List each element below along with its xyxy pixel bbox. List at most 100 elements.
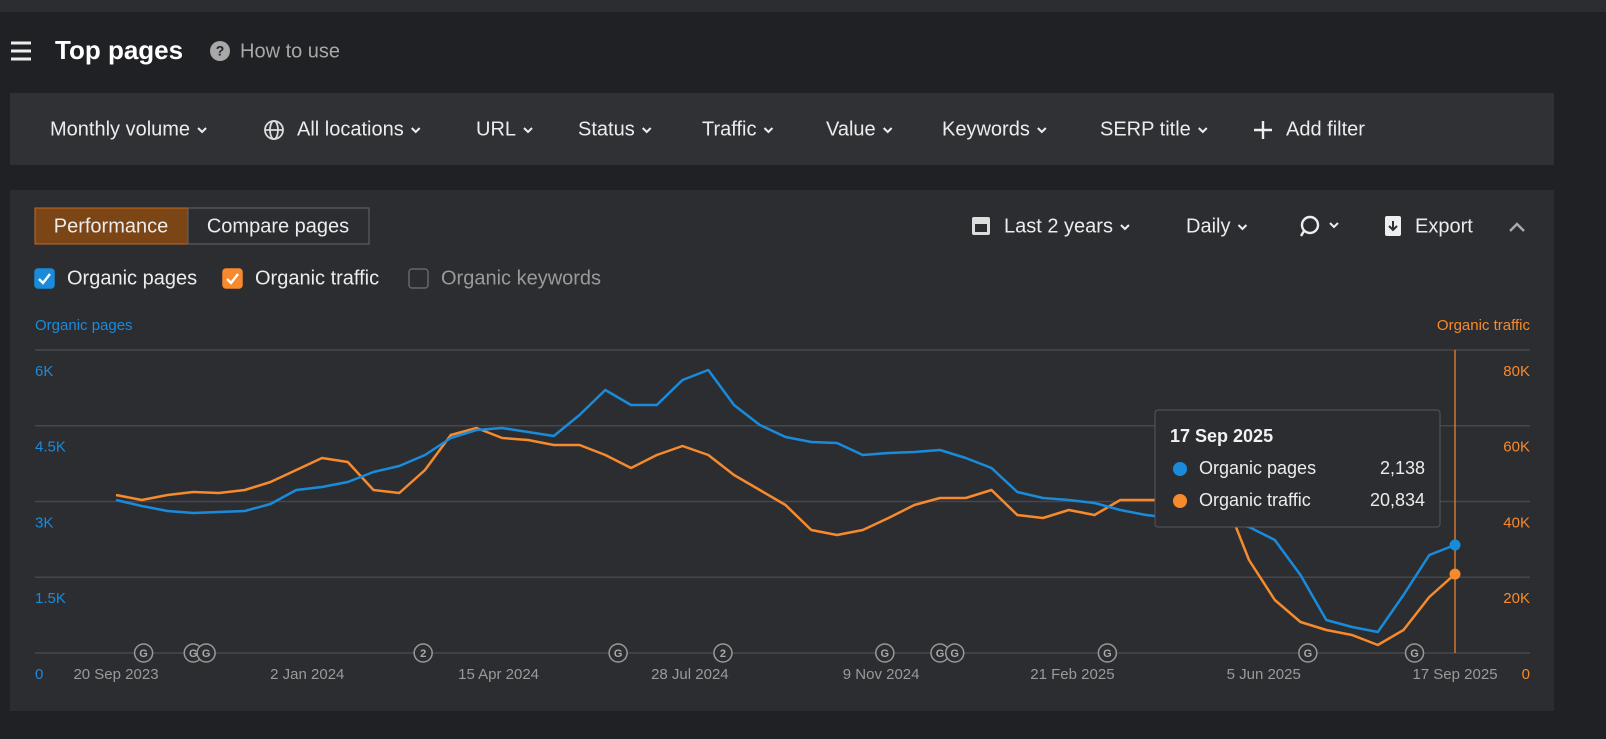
export-button[interactable]: Export	[1415, 215, 1473, 237]
filter[interactable]: Status	[578, 118, 635, 140]
annotation-label: G	[614, 648, 623, 660]
annotation-marker[interactable]	[1298, 643, 1318, 663]
chevron	[882, 127, 893, 134]
chevron	[1198, 127, 1208, 134]
top-strip	[0, 0, 1606, 12]
globe-icon	[264, 120, 284, 140]
chevron	[1120, 224, 1130, 231]
x-tick-label: 9 Nov 2024	[843, 666, 920, 683]
chevron	[641, 127, 652, 134]
y-tick-label: 0	[35, 666, 43, 683]
interval-select[interactable]: Daily	[1186, 215, 1230, 237]
y2-axis-title: Organic traffic	[1437, 317, 1531, 334]
tooltip-value: 20,834	[1370, 490, 1425, 510]
annotation-marker[interactable]	[1404, 643, 1425, 663]
chevron	[763, 127, 774, 134]
tab[interactable]	[187, 207, 370, 245]
annotation-marker[interactable]	[133, 643, 154, 663]
annotation-marker[interactable]	[1097, 643, 1118, 663]
help-link[interactable]: How to use	[240, 40, 340, 62]
plus-icon	[1254, 121, 1272, 139]
page-title: Top pages	[55, 35, 183, 65]
annotation-label: G	[936, 648, 945, 660]
tooltip-name: Organic pages	[1199, 458, 1316, 478]
annotation-marker[interactable]	[944, 643, 965, 663]
x-tick-label: 17 Sep 2025	[1412, 666, 1497, 683]
filter[interactable]: URL	[476, 118, 516, 140]
y-tick-label: 1.5K	[35, 590, 66, 607]
tooltip	[1154, 409, 1441, 528]
export-icon	[1385, 216, 1401, 236]
annotation-marker[interactable]	[713, 643, 733, 663]
collapse-icon[interactable]	[1509, 222, 1525, 232]
y2-tick-label: 60K	[1503, 439, 1530, 456]
chevron	[197, 127, 207, 134]
x-tick-label: 15 Apr 2024	[458, 666, 539, 683]
calendar-icon	[972, 217, 990, 235]
x-tick-label: 20 Sep 2023	[73, 666, 158, 683]
range-select[interactable]: Last 2 years	[1004, 215, 1113, 237]
y2-tick-label: 20K	[1503, 590, 1530, 607]
chevron	[411, 127, 421, 134]
filter[interactable]: SERP title	[1100, 118, 1191, 140]
comment-icon[interactable]	[1299, 215, 1320, 237]
filter[interactable]: Value	[826, 118, 876, 140]
tooltip-name: Organic traffic	[1199, 490, 1311, 510]
filter[interactable]: All locations	[297, 118, 404, 140]
y2-tick-label: 80K	[1503, 363, 1530, 380]
annotation-label: G	[139, 648, 148, 660]
annotation-label: 2	[420, 648, 426, 660]
add-filter[interactable]: Add filter	[1286, 118, 1365, 140]
annotation-marker[interactable]	[608, 643, 628, 663]
annotation-label: G	[1103, 648, 1112, 660]
annotation-marker[interactable]	[875, 643, 895, 663]
annotation-marker[interactable]	[413, 643, 433, 663]
metric-label: Organic keywords	[441, 267, 601, 289]
y-tick-label: 6K	[35, 363, 53, 380]
annotation-label: G	[189, 648, 198, 660]
help-glyph: ?	[216, 43, 225, 59]
tab-label: Compare pages	[207, 215, 349, 237]
tooltip-title: 17 Sep 2025	[1170, 426, 1273, 446]
menu-icon[interactable]	[11, 41, 31, 61]
check	[226, 273, 239, 285]
metric-label: Organic traffic	[255, 267, 379, 289]
y-tick-label: 3K	[35, 514, 53, 531]
annotation-label: G	[950, 648, 959, 660]
annotation-label: G	[1304, 648, 1313, 660]
y2-tick-label: 0	[1522, 666, 1530, 683]
help-icon[interactable]	[210, 41, 230, 61]
tooltip-value: 2,138	[1380, 458, 1425, 478]
filter-bar	[10, 93, 1554, 165]
y-tick-label: 4.5K	[35, 439, 66, 456]
check	[38, 273, 51, 285]
x-tick-label: 5 Jun 2025	[1227, 666, 1301, 683]
hover-dot	[1449, 539, 1461, 551]
checkbox[interactable]	[408, 268, 429, 289]
filter[interactable]: Traffic	[702, 118, 756, 140]
x-tick-label: 2 Jan 2024	[270, 666, 344, 683]
y2-tick-label: 40K	[1503, 514, 1530, 531]
annotation-label: 2	[720, 648, 726, 660]
chevron	[1329, 222, 1339, 229]
annotation-label: G	[202, 648, 211, 660]
checkbox[interactable]	[34, 268, 55, 289]
y-axis-title: Organic pages	[35, 317, 133, 334]
chevron	[1037, 127, 1047, 134]
chevron	[523, 127, 533, 134]
annotation-label: G	[1410, 648, 1419, 660]
tab-label: Performance	[54, 215, 169, 237]
x-tick-label: 28 Jul 2024	[651, 666, 729, 683]
tooltip-dot	[1173, 462, 1187, 476]
metric-label: Organic pages	[67, 267, 197, 289]
x-tick-label: 21 Feb 2025	[1030, 666, 1114, 683]
annotation-label: G	[881, 648, 890, 660]
filter[interactable]: Monthly volume	[50, 118, 190, 140]
chevron	[1237, 224, 1248, 231]
tooltip-dot	[1173, 494, 1187, 508]
checkbox[interactable]	[222, 268, 243, 289]
annotation-marker[interactable]	[196, 643, 216, 663]
hover-dot	[1449, 568, 1461, 580]
filter[interactable]: Keywords	[942, 118, 1030, 140]
